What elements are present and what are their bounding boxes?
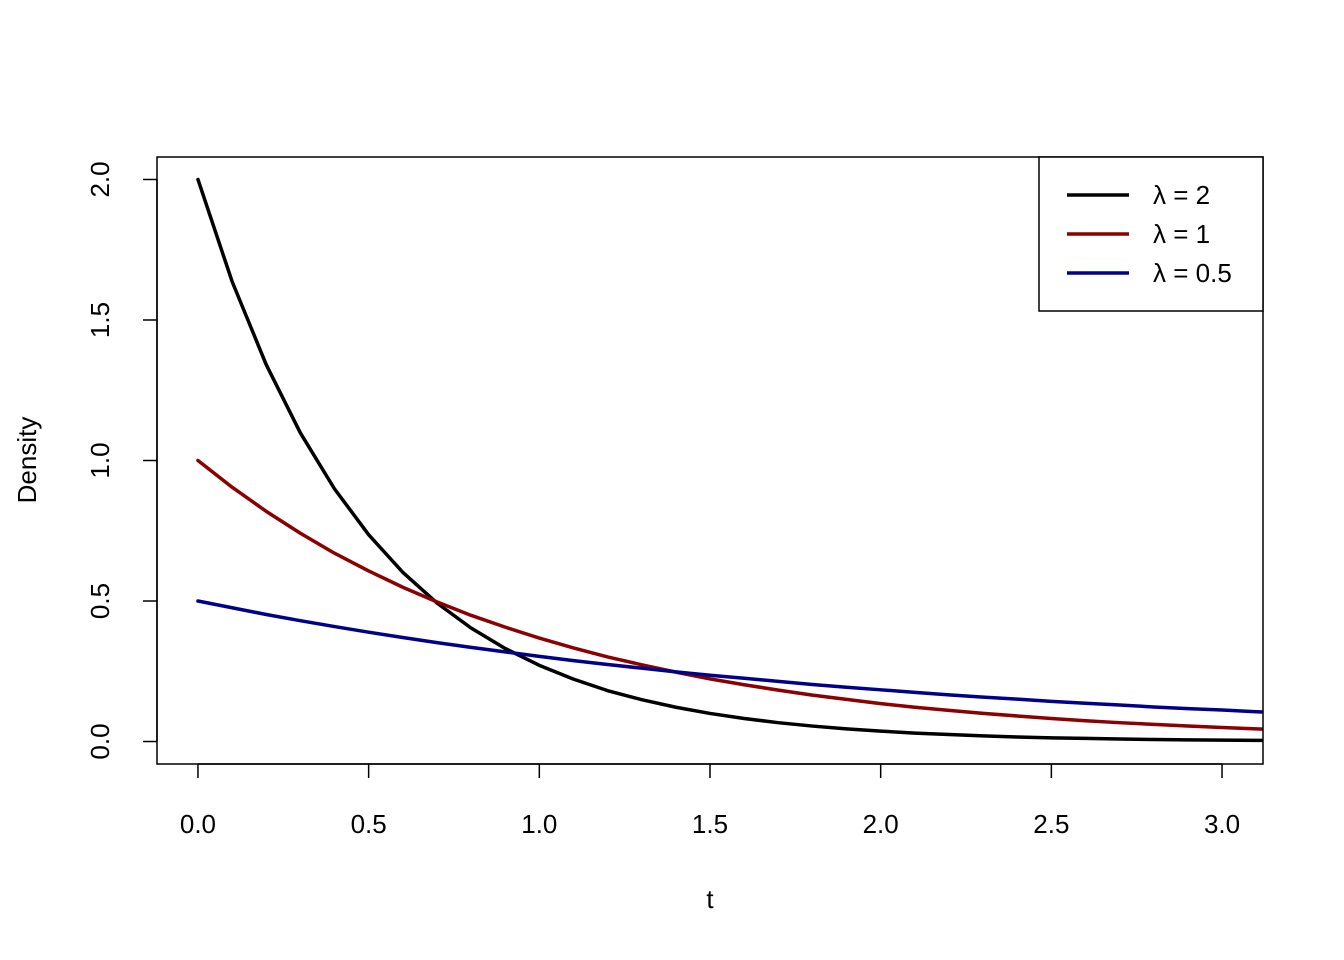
- legend: λ = 2 λ = 1 λ = 0.5: [1038, 156, 1264, 312]
- x-tick-label: 0.0: [180, 809, 216, 839]
- x-tick-label: 0.5: [351, 809, 387, 839]
- y-tick-label: 0.0: [85, 723, 115, 759]
- y-tick-label: 0.5: [85, 583, 115, 619]
- x-tick-label: 2.5: [1033, 809, 1069, 839]
- legend-label: λ = 2: [1153, 180, 1210, 210]
- series-line-1: [196, 177, 1263, 743]
- x-axis-label: t: [706, 884, 714, 914]
- x-tick-label: 1.0: [521, 809, 557, 839]
- x-tick-label: 2.0: [863, 809, 899, 839]
- y-tick-label: 1.0: [85, 442, 115, 478]
- y-axis: 0.0 0.5 1.0 1.5 2.0: [85, 161, 158, 760]
- y-tick-label: 1.5: [85, 302, 115, 338]
- x-axis: 0.0 0.5 1.0 1.5 2.0 2.5 3.0: [180, 763, 1240, 839]
- series-lines: [196, 177, 1263, 743]
- x-tick-label: 1.5: [692, 809, 728, 839]
- y-tick-label: 2.0: [85, 161, 115, 197]
- y-axis-label: Density: [12, 417, 42, 504]
- x-tick-label: 3.0: [1204, 809, 1240, 839]
- series-line-3: [196, 599, 1263, 714]
- legend-label: λ = 1: [1153, 219, 1210, 249]
- series-line-2: [196, 458, 1263, 731]
- legend-label: λ = 0.5: [1153, 258, 1232, 288]
